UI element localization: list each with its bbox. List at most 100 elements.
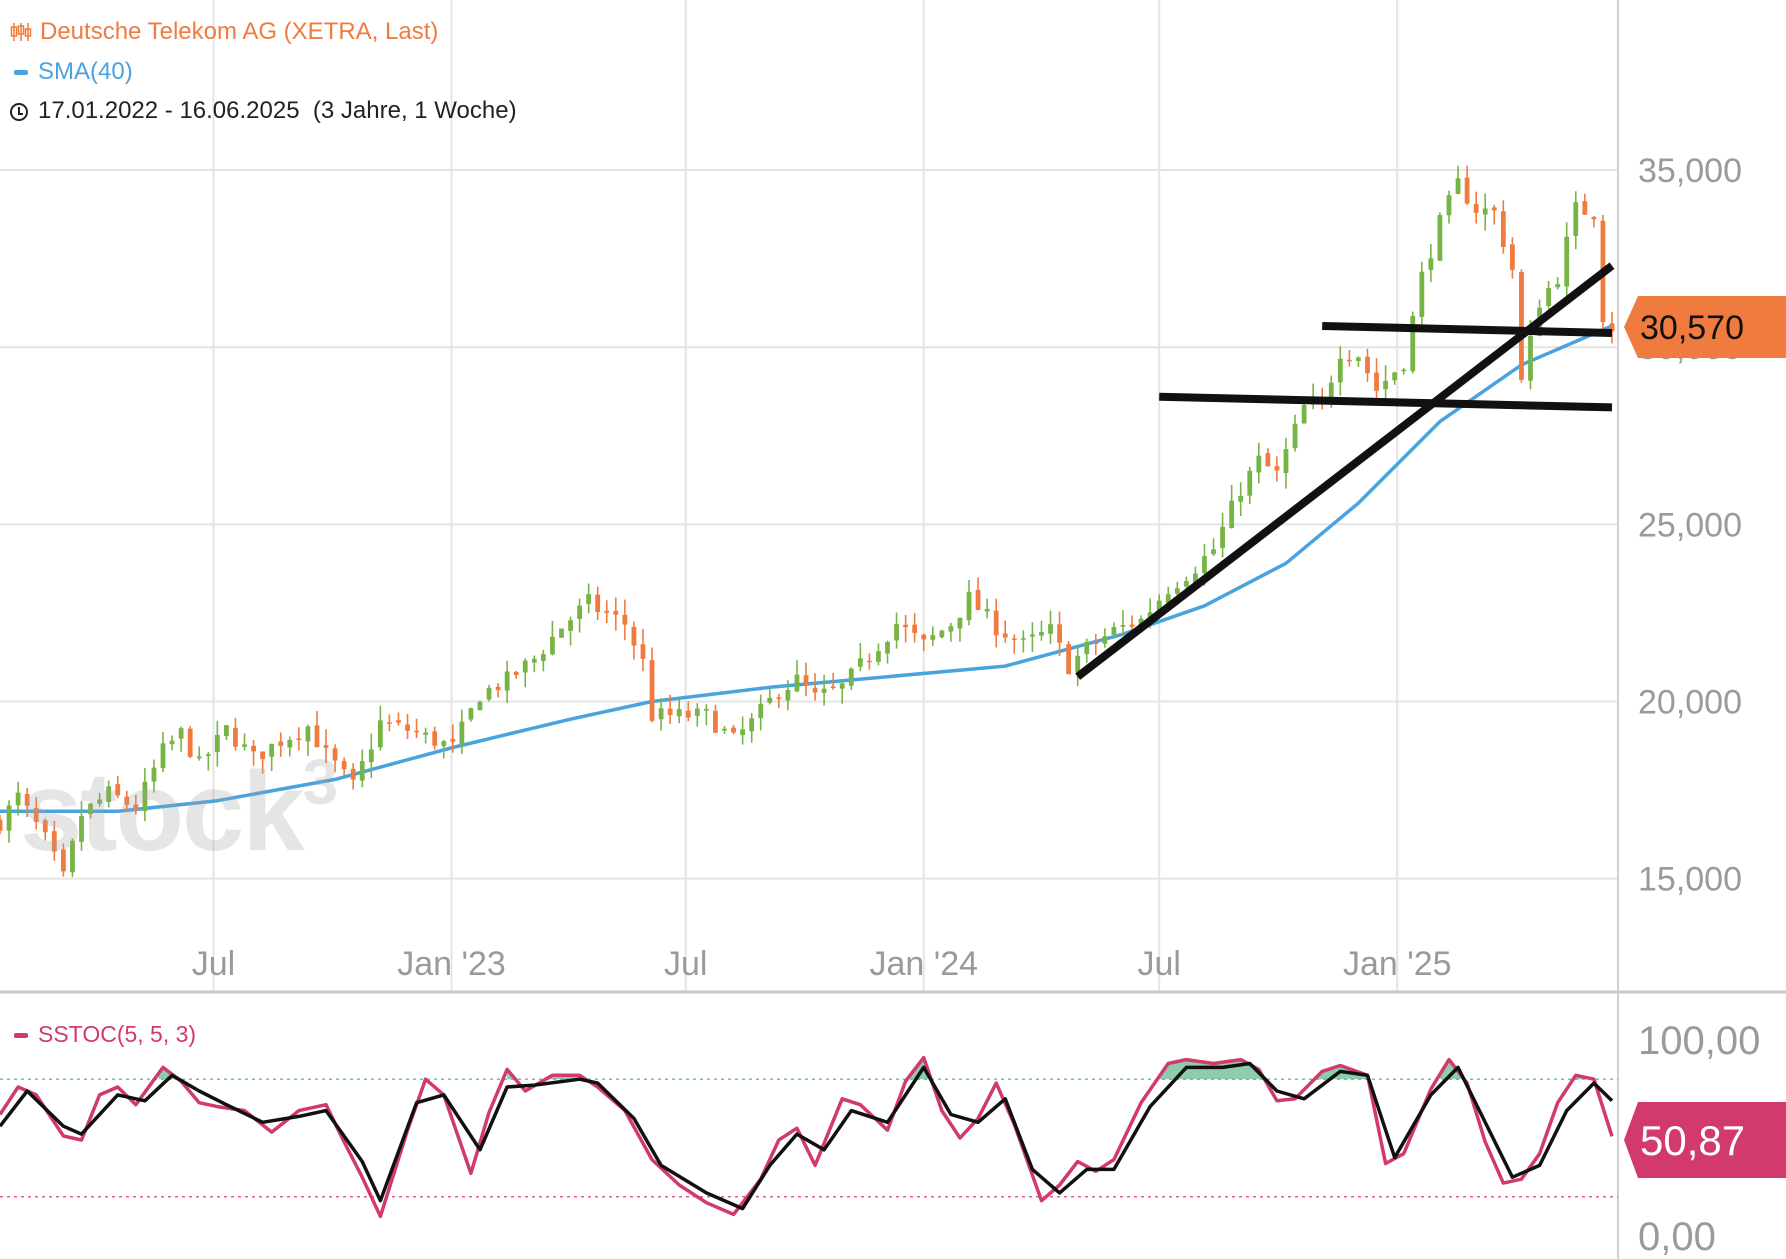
candle-body [1274,466,1280,471]
candle-body [1102,636,1108,644]
candle-body [477,701,483,711]
candle-body [178,728,184,739]
candle-body [1328,382,1334,401]
candle-body [305,726,311,742]
candle-body [731,727,736,733]
candle-body [15,792,21,806]
candle-body [79,816,84,842]
candle-body [332,748,338,761]
candle-body [1093,642,1099,644]
candle-body [97,799,103,804]
date-range-legend[interactable]: 17.01.2022 - 16.06.2025 (3 Jahre, 1 Woch… [10,97,517,125]
candle-body [1428,258,1434,271]
y-tick-label: 15,000 [1638,861,1742,899]
candle-body [876,651,881,662]
sma-legend[interactable]: SMA(40) [10,58,133,86]
candle-body [1419,271,1425,317]
candle-body [966,592,972,621]
candle-body [260,751,266,760]
candle-body [550,636,555,655]
candle-body [151,767,157,782]
candle-body [341,761,347,770]
candle-body [1446,195,1452,216]
candle-body [1528,335,1533,381]
candle-body [1066,644,1072,675]
candle-body [1129,624,1135,627]
candle-body [1301,405,1307,424]
candle-body [622,614,628,625]
candle-body [1020,638,1026,640]
candle-body [1482,208,1488,215]
candle-body [939,630,945,638]
candle-body [70,840,75,873]
candle-body [1346,359,1352,362]
stoch-k-line [0,1055,1614,1219]
candle-body [1229,500,1235,528]
candle-body [1084,641,1090,655]
candle-body [1256,455,1262,473]
candle-body [1383,380,1388,390]
candle-body [667,708,673,716]
price-axis: Jul Jan '23 Jul Jan '24 Jul Jan '25 15,000 20,0… [192,152,1742,983]
period-label: (3 Jahre, 1 Woche) [312,97,517,124]
candle-body [1374,372,1379,391]
candle-body [1609,323,1615,332]
last-price-badge [1624,296,1786,359]
stoch-y-tick-label: 100,00 [1638,1019,1760,1063]
candle-body [115,784,121,796]
candle-body [296,738,302,740]
candlestick-icon [10,23,32,41]
candle-body [531,658,537,663]
sma-line [0,324,1613,814]
candle-body [803,675,809,686]
candle-body [24,793,30,806]
candle-body [921,634,927,640]
candle-body [894,624,899,641]
value-badges: 30,570 50,87 [1624,296,1786,1178]
candle-body [495,686,501,691]
watermark-logo: stock3 [20,745,339,876]
candle-body [568,620,573,631]
candle-body [912,624,918,633]
candle-body [187,728,193,757]
candle-body [839,683,845,689]
candle-body [640,644,646,659]
candle-body [1564,236,1570,287]
candle-body [993,610,999,636]
candle-body [1174,588,1180,594]
candle-body [513,671,519,675]
watermark-sup: 3 [302,746,339,818]
candle-body [459,721,465,745]
candle-body [794,674,800,692]
candle-body [1039,631,1044,636]
candle-body [559,628,564,638]
candle-body [1165,594,1171,604]
candle-body [233,727,238,747]
watermark-text: stock [20,749,305,874]
candle-body [685,710,691,718]
y-tick-label: 35,000 [1638,152,1742,190]
stoch-swatch-icon [14,1033,28,1039]
candle-body [676,709,682,717]
y-tick-label: 25,000 [1638,506,1742,544]
candle-body [6,805,12,831]
candle-body [214,734,220,753]
candle-body [160,743,166,769]
stoch-legend[interactable]: SSTOC(5, 5, 3) [10,1020,196,1048]
price-legend[interactable]: Deutsche Telekom AG (XETRA, Last) [10,18,438,46]
candle-body [722,728,727,731]
candle-body [984,608,990,612]
sma-swatch-icon [14,70,28,76]
candle-body [1265,453,1271,467]
clock-icon [10,103,28,121]
candle-body [1057,624,1062,643]
candle-body [396,720,401,723]
candle-body [649,660,655,721]
candle-body [577,605,582,619]
trendline [1159,392,1613,412]
candle-body [1156,600,1162,614]
candle-body [1491,207,1497,211]
candle-body [1211,549,1216,555]
candle-body [142,781,148,811]
